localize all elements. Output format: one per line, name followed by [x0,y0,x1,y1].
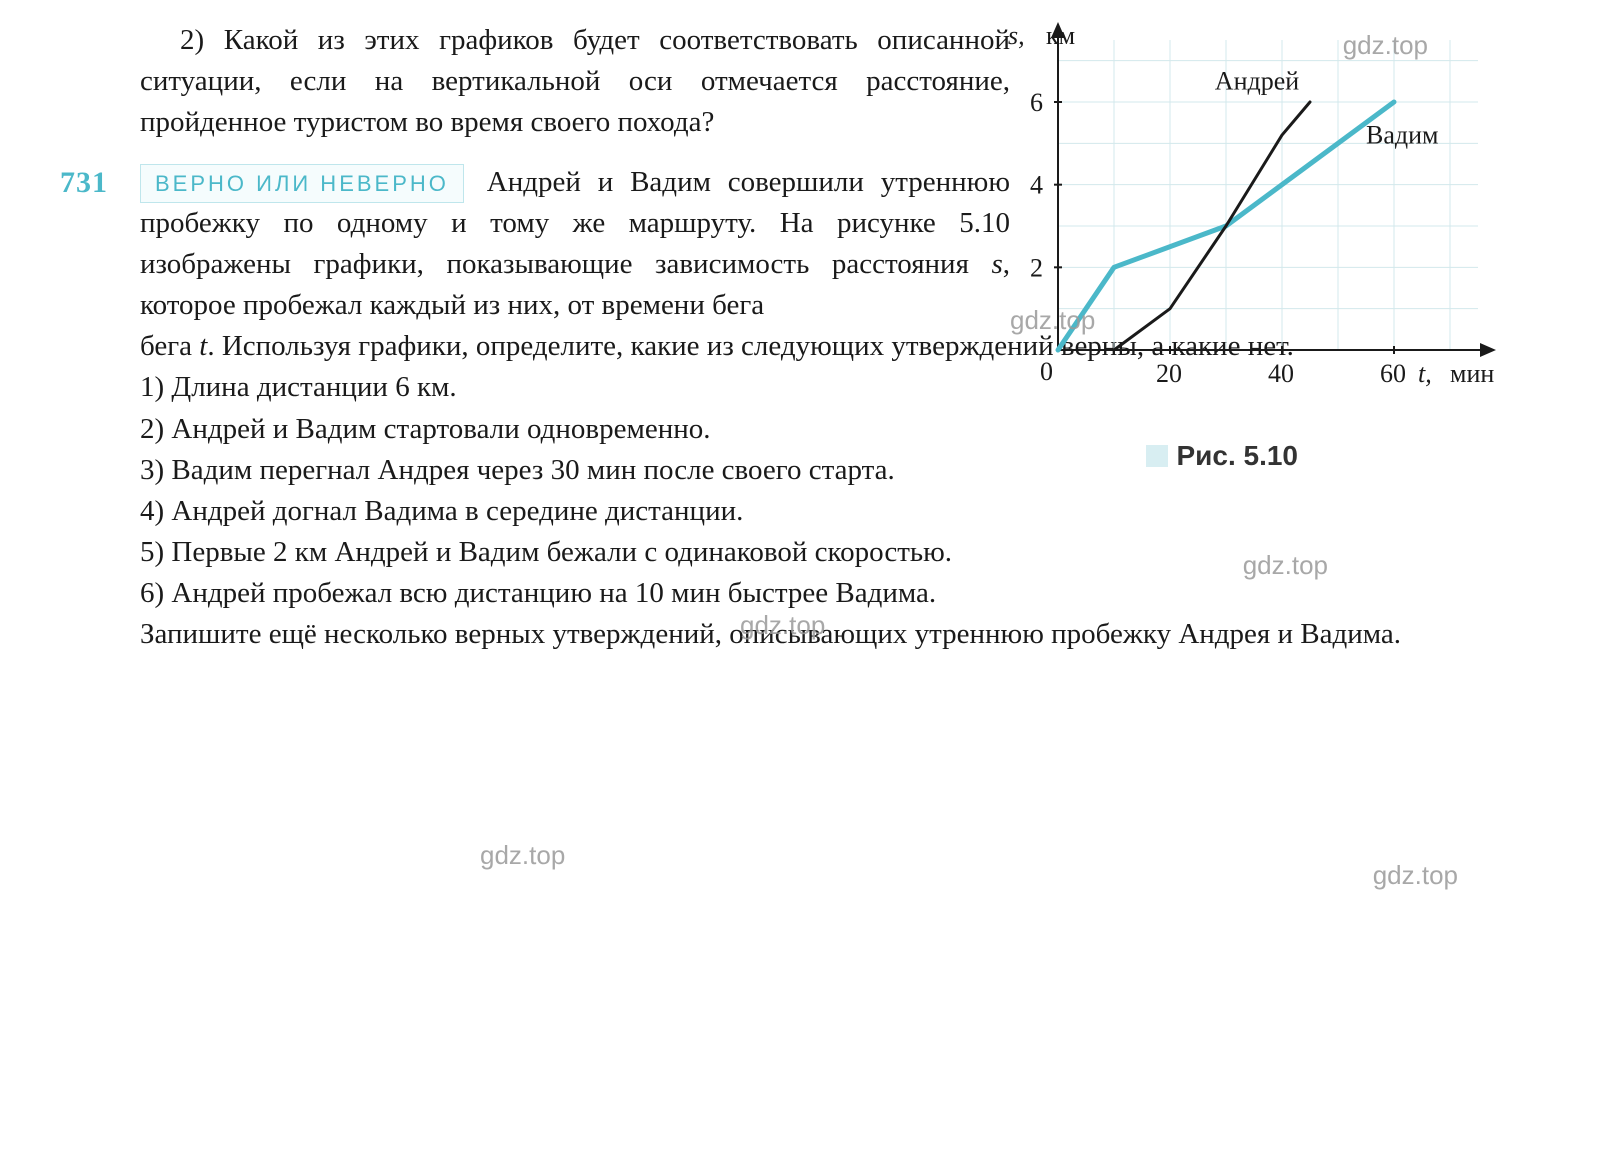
svg-text:60: 60 [1380,359,1406,388]
svg-text:t,: t, [1418,359,1432,388]
closing-instruction: Запишите ещё несколько верных утверждени… [140,614,1560,655]
figure-caption: Рис. 5.10 [1146,440,1298,472]
tag-true-or-false: ВЕРНО ИЛИ НЕВЕРНО [140,164,464,203]
svg-text:40: 40 [1268,359,1294,388]
caption-text: Рис. 5.10 [1176,440,1298,471]
svg-text:км: км [1046,21,1075,50]
watermark: gdz.top [740,610,825,641]
svg-text:Вадим: Вадим [1366,120,1438,149]
problem-body-narrow: ВЕРНО ИЛИ НЕВЕРНО Андрей и Вадим соверши… [140,162,1010,327]
figure-5-10-chart: 0 20 40 60 2 4 6 s, км t, мин Андрей Вадим [988,20,1508,420]
svg-text:2: 2 [1030,253,1043,282]
watermark: gdz.top [1243,550,1328,581]
item-4: 4) Андрей догнал Вадима в середине диста… [140,491,1560,532]
question-2-text: 2) Какой из этих графиков будет соответс… [140,20,1010,144]
svg-text:мин: мин [1450,359,1494,388]
item-6: 6) Андрей пробежал всю дистанцию на 10 м… [140,573,1560,614]
chart-svg: 0 20 40 60 2 4 6 s, км t, мин Андрей Вадим [988,20,1508,420]
svg-text:4: 4 [1030,171,1043,200]
watermark: gdz.top [1010,305,1095,336]
problem-number: 731 [60,162,140,200]
watermark: gdz.top [1373,860,1458,891]
svg-text:6: 6 [1030,88,1043,117]
item-3: 3) Вадим перегнал Андрея через 30 мин по… [140,450,1560,491]
svg-text:0: 0 [1040,357,1053,386]
svg-text:20: 20 [1156,359,1182,388]
watermark: gdz.top [480,840,565,871]
item-5: 5) Первые 2 км Андрей и Вадим бежали с о… [140,532,1560,573]
svg-text:Андрей: Андрей [1215,67,1299,96]
caption-marker-icon [1146,445,1168,467]
svg-text:s,: s, [1008,21,1025,50]
watermark: gdz.top [1343,30,1428,61]
page-content: 2) Какой из этих графиков будет соответс… [60,20,1548,656]
